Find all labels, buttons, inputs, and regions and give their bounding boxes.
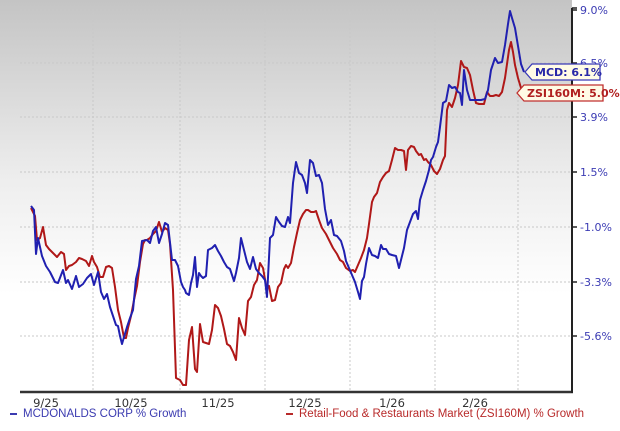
plot-background	[0, 0, 572, 392]
svg-text:ZSI160M: 5.0%: ZSI160M: 5.0%	[527, 87, 620, 100]
series-layer	[30, 10, 525, 386]
svg-text:MCD: 6.1%: MCD: 6.1%	[535, 66, 602, 79]
x-tick-label: 1/26	[379, 396, 405, 410]
end-value-badges: MCD: 6.1% ZSI160M: 5.0%	[516, 63, 620, 102]
series-line-mcd[interactable]	[30, 10, 525, 345]
legend-swatch-zsi	[286, 412, 293, 415]
x-tick-label: 9/25	[33, 396, 59, 410]
y-tick-label: 3.9%	[580, 111, 608, 124]
y-tick-label: -1.0%	[580, 221, 612, 234]
x-tick-label: 10/25	[114, 396, 147, 410]
legend-item-mcd[interactable]: MCDONALDS CORP % Growth	[10, 408, 186, 420]
legend-swatch-mcd	[10, 412, 17, 415]
badge-zsi: ZSI160M: 5.0%	[516, 84, 620, 102]
y-tick-label: 1.5%	[580, 166, 608, 179]
y-tick-label: -3.3%	[580, 276, 612, 289]
badge-mcd: MCD: 6.1%	[524, 63, 602, 81]
x-tick-label: 12/25	[288, 396, 321, 410]
axes: 9.0%6.5%3.9%1.5%-1.0%-3.3%-5.6%9/2510/25…	[20, 4, 612, 410]
legend-item-zsi[interactable]: Retail-Food & Restaurants Market (ZSI160…	[286, 408, 584, 420]
y-tick-label: 9.0%	[580, 4, 608, 17]
legend-label-mcd: MCDONALDS CORP % Growth	[23, 408, 187, 420]
gridlines	[20, 9, 572, 392]
legend-label-zsi: Retail-Food & Restaurants Market (ZSI160…	[299, 408, 585, 420]
x-tick-label: 2/26	[462, 396, 488, 410]
x-tick-label: 11/25	[201, 396, 234, 410]
series-line-zsi160m[interactable]	[30, 41, 525, 386]
y-tick-label: -5.6%	[580, 330, 612, 343]
